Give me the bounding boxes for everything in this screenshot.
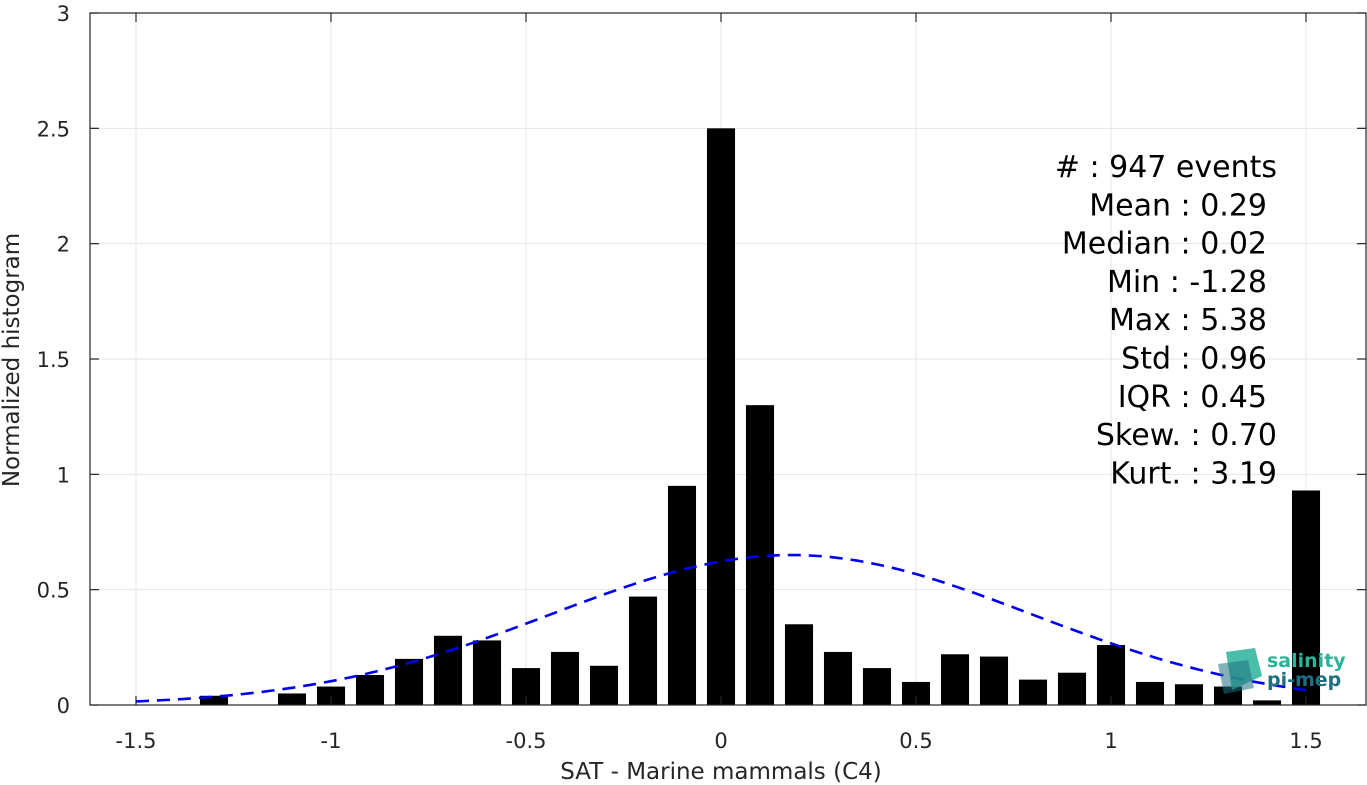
histogram-bar	[628, 596, 658, 705]
histogram-bar	[355, 675, 385, 705]
histogram-bar	[1096, 645, 1126, 705]
stat-line: # : 947 events	[1055, 150, 1277, 185]
histogram-bar	[316, 686, 346, 705]
x-tick-label: 1	[1104, 729, 1117, 753]
histogram-bar	[1174, 684, 1204, 705]
histogram-bar	[1135, 681, 1165, 705]
y-tick-label: 2.5	[37, 117, 70, 141]
y-axis-label: Normalized histogram	[0, 233, 25, 487]
axes-box	[89, 12, 1367, 706]
histogram-bar	[862, 668, 892, 705]
histogram-bar	[1291, 490, 1321, 705]
histogram-bar	[472, 640, 502, 705]
stat-line: Median : 0.02	[1062, 227, 1267, 262]
x-tick-labels: -1.5 -1 -0.5 0 0.5 1 1.5	[116, 729, 1323, 753]
histogram-bar	[550, 651, 580, 705]
histogram-bar	[433, 635, 463, 705]
y-tick-label: 0.5	[37, 579, 70, 603]
histogram-bar	[979, 656, 1009, 705]
stat-line: Max : 5.38	[1109, 303, 1267, 338]
histogram-bar	[1057, 672, 1087, 705]
histogram-bar	[823, 651, 853, 705]
x-tick-label: -1.5	[116, 729, 157, 753]
histogram-bars	[199, 128, 1321, 706]
y-tick-label: 2	[57, 233, 70, 257]
x-tick-label: -1	[321, 729, 342, 753]
stat-line: Skew. : 0.70	[1096, 418, 1277, 453]
histogram-bar	[277, 693, 307, 705]
histogram-bar	[199, 695, 229, 705]
stat-line: Mean : 0.29	[1089, 188, 1267, 223]
stat-line: Std : 0.96	[1121, 342, 1267, 377]
histogram-bar	[901, 681, 931, 705]
y-tick-label: 1	[57, 463, 70, 487]
x-tick-label: -0.5	[506, 729, 547, 753]
stat-line: IQR : 0.45	[1118, 380, 1267, 415]
y-tick-label: 0	[57, 694, 70, 718]
stat-line: Min : -1.28	[1107, 265, 1267, 300]
x-tick-label: 0	[714, 729, 727, 753]
logo-text-line1: salinity	[1267, 650, 1346, 672]
y-tick-labels: 0 0.5 1 1.5 2 2.5 3	[37, 2, 70, 718]
normal-fit-curve	[135, 553, 1307, 703]
histogram-bar	[706, 128, 736, 706]
x-axis-label: SAT - Marine mammals (C4)	[560, 759, 882, 785]
histogram-bar	[1018, 679, 1048, 705]
stat-line: Kurt. : 3.19	[1110, 456, 1277, 491]
histogram-bar	[784, 624, 814, 705]
histogram-bar	[667, 485, 697, 705]
histogram-bar	[394, 658, 424, 705]
logo-text-line2: pi-mep	[1267, 669, 1341, 691]
histogram-bar	[1252, 700, 1282, 705]
histogram-bar	[589, 665, 619, 705]
histogram-bar	[940, 654, 970, 705]
x-tick-label: 1.5	[1289, 729, 1322, 753]
x-tick-label: 0.5	[899, 729, 932, 753]
y-tick-label: 3	[57, 2, 70, 26]
y-tick-label: 1.5	[37, 348, 70, 372]
salinity-pimep-logo: salinity pi-mep	[1218, 648, 1346, 694]
logo-mark-shadow	[1218, 660, 1254, 694]
